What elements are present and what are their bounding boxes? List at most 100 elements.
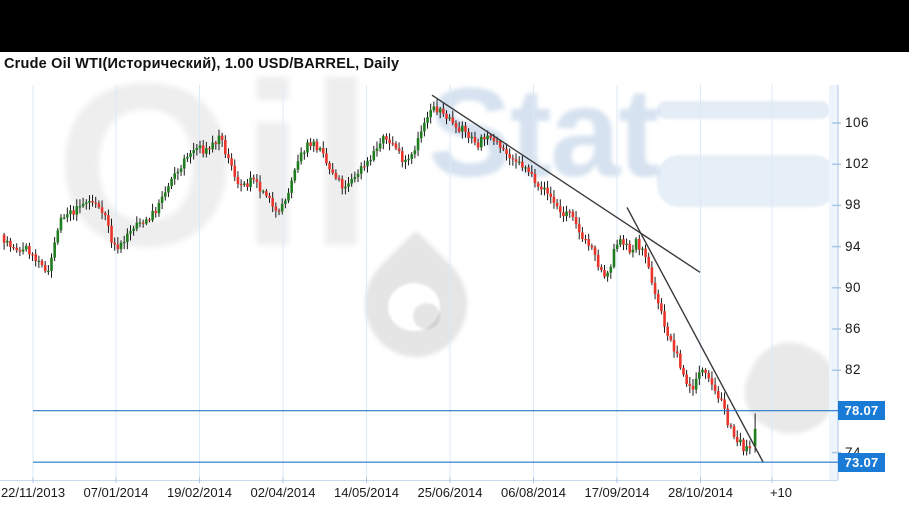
candle-body [110, 225, 113, 243]
candle-body [489, 135, 493, 138]
candle-body [698, 372, 701, 379]
candle-body [331, 169, 335, 173]
candle-body [562, 212, 565, 217]
candle-body [739, 439, 742, 443]
candle-body [404, 159, 407, 163]
candle-body [492, 137, 496, 141]
candle-body [84, 202, 88, 204]
candle-body [473, 136, 477, 143]
candle-body [163, 192, 167, 197]
candle-body [552, 196, 556, 203]
candle-body [113, 242, 116, 245]
candle-body [644, 248, 647, 257]
candle-body [347, 183, 350, 187]
candle-body [284, 200, 287, 204]
candle-body [438, 108, 442, 113]
candle-body [122, 241, 126, 244]
candle-body [457, 127, 461, 132]
candle-body [186, 156, 189, 159]
candle-body [527, 167, 530, 172]
candle-body [372, 151, 376, 160]
candle-body [470, 136, 474, 139]
candle-body [729, 425, 733, 427]
candle-body [448, 117, 451, 119]
candle-body [546, 187, 549, 194]
candle-body [337, 178, 341, 180]
candle-body [12, 247, 15, 249]
candle-body [742, 439, 745, 452]
candle-body [18, 250, 22, 252]
candle-body [170, 178, 173, 187]
candle-body [508, 154, 511, 159]
candle-body [303, 152, 306, 154]
candle-body [410, 154, 414, 159]
candle-body [252, 177, 256, 180]
candle-body [201, 145, 205, 154]
top-black-bar [0, 0, 909, 52]
candle-body [157, 202, 161, 214]
candle-body [100, 207, 104, 213]
candle-body [265, 191, 268, 196]
candle-body [716, 391, 720, 399]
candle-body [321, 148, 325, 154]
candle-body [400, 151, 404, 163]
candle-body [511, 158, 515, 160]
candle-body [505, 149, 508, 155]
candle-body [483, 136, 486, 140]
candle-body [464, 125, 467, 132]
candle-body [442, 108, 445, 114]
candle-body [334, 172, 338, 179]
candle-body [653, 282, 657, 294]
candle-body [69, 210, 72, 215]
candle-body [675, 351, 679, 354]
candle-body [587, 239, 590, 246]
candle-body [628, 243, 632, 253]
candle-body [574, 216, 578, 225]
candle-body [353, 177, 357, 180]
candle-body [9, 240, 12, 248]
candle-body [647, 256, 651, 268]
candle-body [255, 179, 259, 182]
candle-body [540, 186, 543, 190]
candle-body [261, 191, 265, 193]
candle-body [378, 143, 382, 149]
candle-body [103, 212, 107, 216]
candle-body [517, 161, 521, 163]
candle-body [211, 142, 214, 150]
candle-body [679, 353, 682, 368]
candle-body [603, 269, 606, 277]
candle-body [720, 398, 723, 400]
candle-body [432, 106, 436, 111]
candle-body [242, 183, 246, 185]
candle-body [173, 173, 177, 179]
candle-body [388, 139, 391, 144]
candle-body [239, 183, 243, 186]
candle-body [495, 140, 499, 143]
support-price-badge: 73.07 [838, 452, 885, 472]
candle-body [593, 247, 597, 255]
candle-body [533, 173, 537, 184]
candle-body [435, 106, 439, 113]
candle-body [151, 210, 154, 221]
candle-body [97, 203, 101, 208]
candle-body [318, 148, 322, 151]
candle-body [296, 161, 300, 170]
candle-body [315, 141, 319, 151]
candle-body [116, 244, 120, 250]
trendline-2[interactable] [626, 207, 764, 463]
trendline-1[interactable] [431, 94, 701, 273]
candle-body [258, 181, 262, 192]
candle-body [426, 117, 429, 123]
candle-body [47, 270, 50, 273]
candle-body [249, 177, 252, 187]
candle-body [375, 148, 379, 152]
candle-body [656, 293, 660, 304]
candle-body [568, 211, 572, 213]
candle-body [558, 206, 562, 213]
candle-body [672, 339, 676, 352]
candle-body [397, 148, 401, 152]
candle-body [451, 117, 455, 124]
candle-body [56, 230, 60, 243]
